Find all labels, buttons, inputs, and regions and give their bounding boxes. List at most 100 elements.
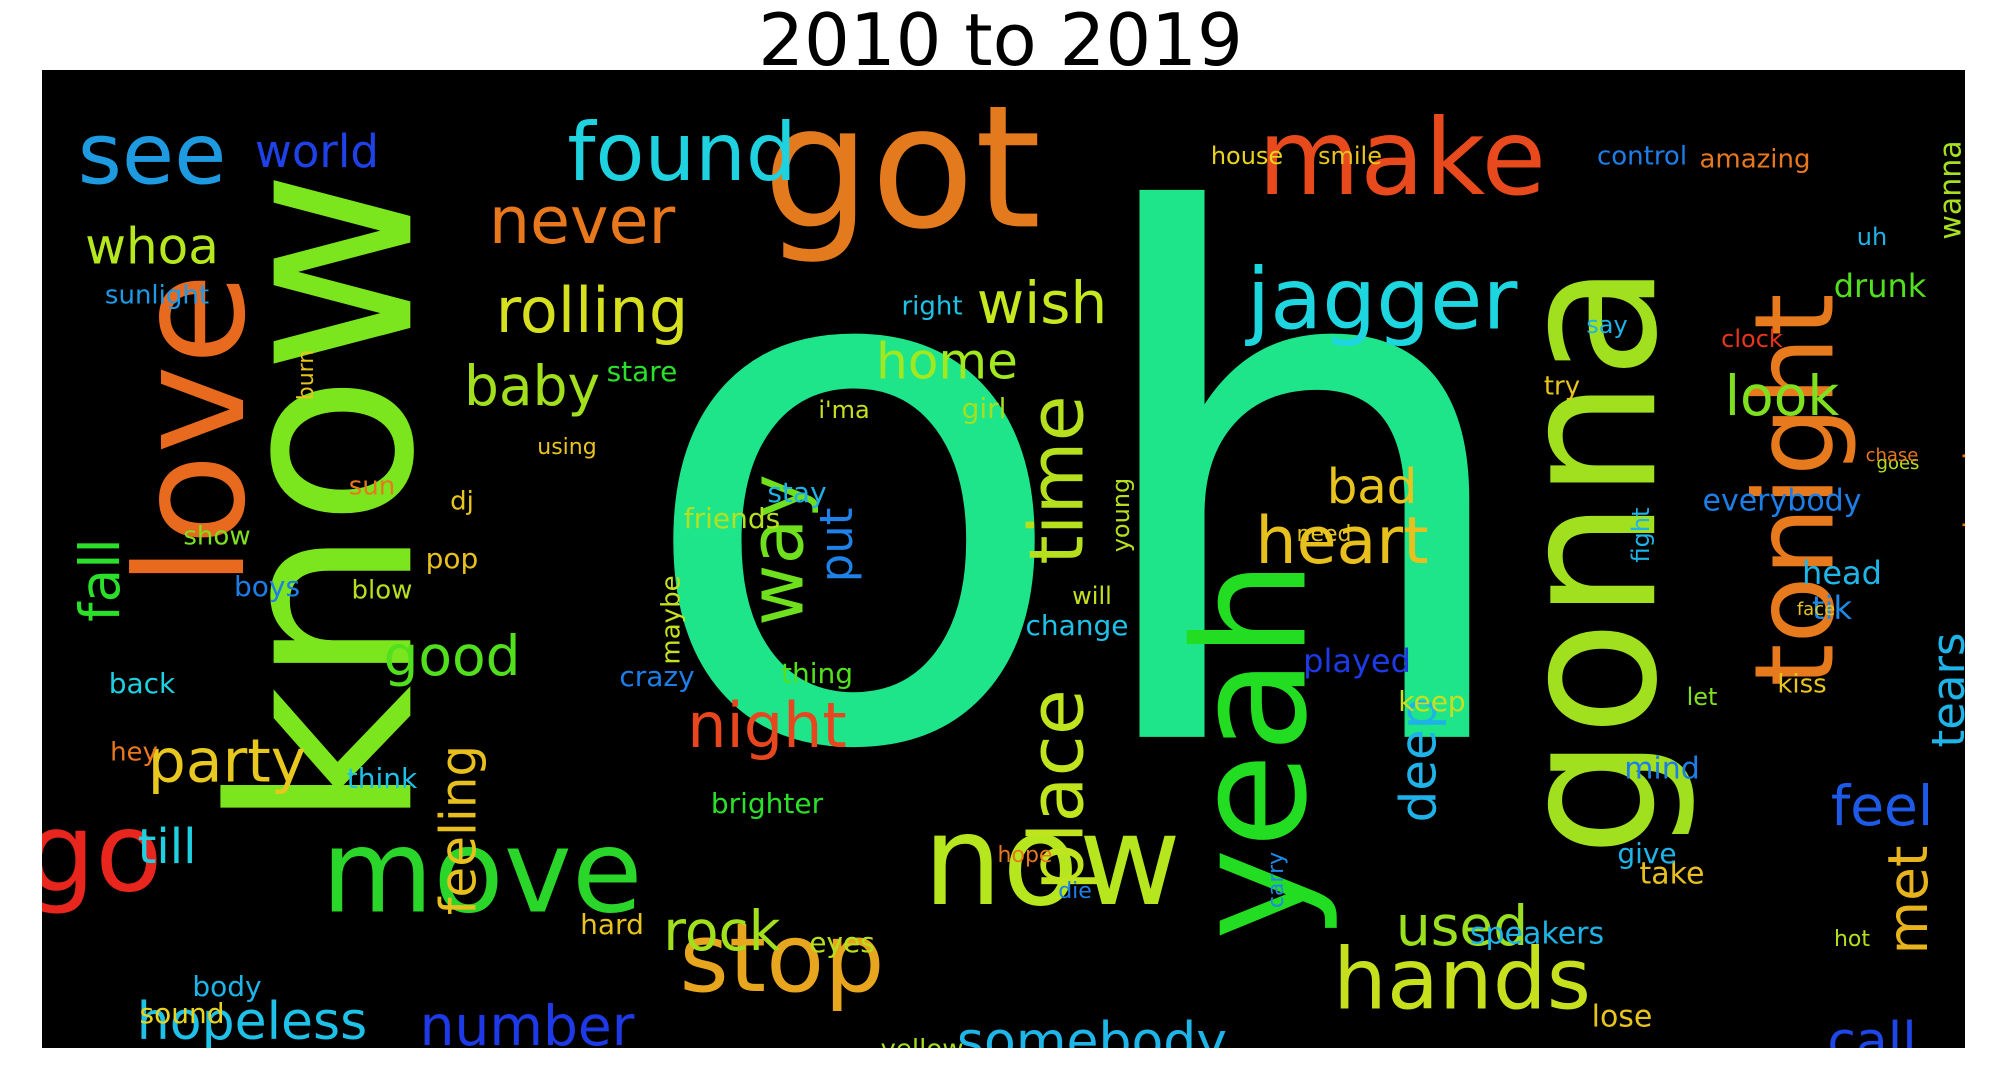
cloud-word: call: [1827, 1012, 1916, 1048]
cloud-word: stay: [767, 476, 826, 509]
cloud-word: used: [1396, 894, 1528, 958]
cloud-word: feeling: [430, 745, 488, 915]
cloud-word: jagger: [1245, 250, 1518, 349]
cloud-word: chase: [1866, 445, 1919, 466]
cloud-word: head: [1802, 554, 1882, 592]
cloud-word: hands: [1333, 930, 1591, 1029]
cloud-word: clock: [1721, 325, 1783, 353]
cloud-word: party: [148, 727, 307, 797]
cloud-word: sun: [349, 472, 396, 502]
cloud-word: goes: [1877, 453, 1920, 474]
cloud-word: found: [567, 106, 796, 199]
cloud-word: make: [1258, 97, 1546, 219]
cloud-word: speakers: [1470, 917, 1604, 952]
cloud-word: missed: [1959, 452, 1966, 558]
cloud-word: crazy: [619, 660, 694, 693]
cloud-word: baby: [464, 354, 600, 418]
cloud-word: girl: [962, 392, 1007, 425]
wordcloud-canvas: oh know gonna got yeah love now move tonight make…: [42, 70, 1965, 1048]
cloud-word: eyes: [809, 926, 875, 959]
cloud-word: give: [1617, 837, 1676, 870]
cloud-word: time: [1013, 395, 1101, 564]
cloud-word: right: [901, 292, 962, 322]
cloud-word: put: [810, 508, 863, 583]
cloud-word: sunlight: [105, 281, 209, 311]
cloud-word: got: [763, 70, 1042, 267]
cloud-word: young: [1107, 478, 1135, 553]
cloud-word: shufflin: [1964, 819, 1965, 922]
cloud-word: know: [178, 170, 469, 831]
cloud-word: blow: [352, 576, 413, 606]
cloud-word: hopeless: [137, 992, 367, 1048]
cloud-word: world: [255, 125, 379, 178]
cloud-word: yellow: [880, 1035, 963, 1049]
cloud-word: go: [42, 788, 163, 916]
cloud-word: hope: [998, 843, 1053, 868]
cloud-word: oh: [634, 70, 1531, 907]
cloud-word: till: [138, 819, 197, 875]
cloud-word: yeah: [1160, 560, 1341, 940]
cloud-word: hey: [110, 738, 158, 768]
cloud-word: home: [876, 333, 1018, 391]
cloud-word: control: [1597, 142, 1687, 172]
cloud-word: amazing: [1699, 145, 1810, 175]
cloud-word: house: [1211, 142, 1283, 170]
cloud-word: tik: [1812, 589, 1852, 627]
cloud-word: keep: [1398, 685, 1465, 718]
cloud-word: mind: [1624, 752, 1700, 787]
cloud-word: change: [1025, 609, 1128, 642]
cloud-word: fight: [1627, 508, 1655, 563]
cloud-word: burn: [294, 350, 319, 401]
cloud-word: everybody: [1703, 484, 1862, 519]
cloud-word: using: [537, 435, 596, 460]
cloud-word: tears: [1922, 633, 1965, 748]
cloud-word: wish: [977, 269, 1108, 337]
cloud-word: look: [1725, 364, 1840, 428]
cloud-word: whoa: [85, 218, 219, 276]
cloud-word: rolling: [496, 274, 688, 347]
cloud-word: hot: [1834, 927, 1870, 952]
cloud-word: stare: [607, 355, 678, 388]
cloud-word: love: [105, 273, 279, 588]
cloud-word: way: [733, 474, 821, 626]
cloud-word: see: [78, 105, 227, 204]
cloud-word: place: [1013, 689, 1101, 891]
cloud-word: friends: [684, 502, 780, 535]
cloud-word: heart: [1255, 504, 1428, 579]
cloud-word: good: [383, 624, 520, 688]
cloud-word: stop: [679, 904, 884, 1014]
cloud-word: now: [923, 789, 1181, 934]
cloud-word: face: [1797, 599, 1835, 620]
cloud-word: wanna: [1934, 140, 1966, 239]
cloud-word: try: [1544, 372, 1580, 402]
cloud-word: say: [1586, 311, 1627, 339]
cloud-word: let: [1687, 683, 1718, 711]
cloud-word: move: [321, 806, 642, 940]
cloud-word: take: [1640, 857, 1705, 892]
cloud-word: lose: [1592, 1000, 1653, 1035]
cloud-word: think: [347, 762, 418, 795]
cloud-word: show: [183, 522, 250, 552]
cloud-word: carry: [1264, 852, 1289, 908]
cloud-word: tonight: [1730, 293, 1858, 686]
cloud-word: never: [489, 184, 676, 259]
cloud-word: tok: [1964, 296, 1966, 344]
cloud-word: back: [109, 667, 176, 700]
cloud-word: fall: [68, 538, 132, 622]
cloud-word: rock: [663, 899, 780, 963]
cloud-word: gonna: [1478, 263, 1699, 857]
cloud-word: feel: [1831, 774, 1933, 838]
cloud-word: somebody: [957, 1012, 1227, 1048]
cloud-word: boys: [234, 570, 300, 603]
cloud-word: bad: [1327, 459, 1417, 515]
cloud-word: thing: [781, 657, 853, 690]
cloud-word: maybe: [657, 575, 687, 664]
cloud-word: deep: [1390, 698, 1448, 823]
cloud-word: number: [420, 994, 635, 1048]
cloud-word: will: [1072, 582, 1112, 610]
cloud-word: kiss: [1777, 670, 1826, 700]
cloud-word: i'ma: [818, 396, 869, 424]
cloud-word: body: [192, 970, 261, 1003]
